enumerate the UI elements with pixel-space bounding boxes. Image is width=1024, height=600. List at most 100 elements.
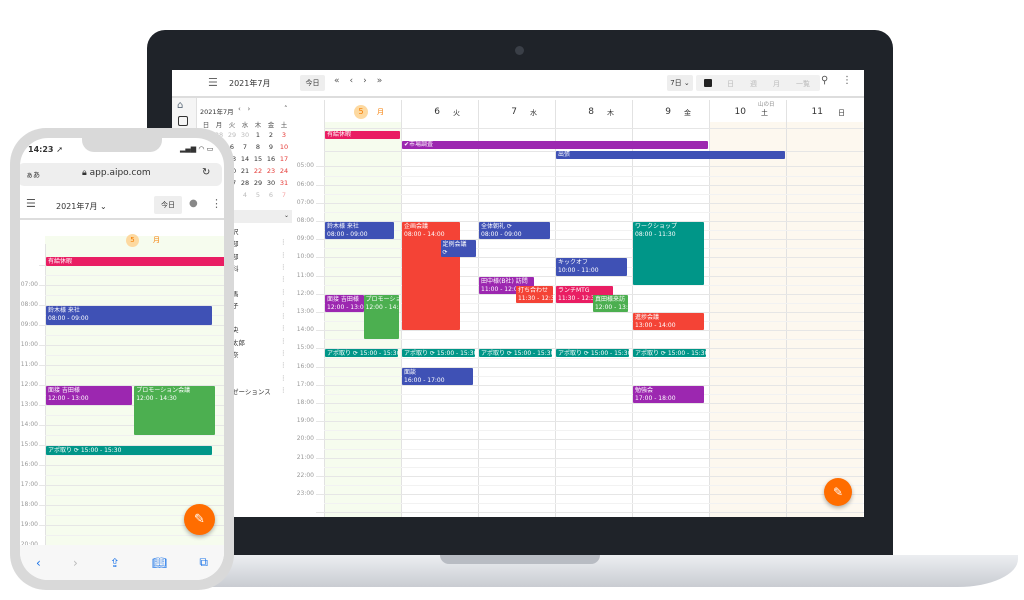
mini-calendar-day[interactable]: 28 xyxy=(240,179,250,187)
calendar-icon[interactable] xyxy=(178,116,188,126)
calendar-event[interactable]: 鈴木様 来社 08:00 - 09:00 xyxy=(325,222,395,240)
calendar-event[interactable]: アポ取り ⟳ 15:00 - 15:30 xyxy=(325,349,399,358)
new-event-button[interactable]: ✎ xyxy=(184,504,215,535)
calendar-event[interactable]: キックオフ 10:00 - 11:00 xyxy=(556,258,627,276)
mini-calendar-day[interactable]: 6 xyxy=(229,143,235,151)
next-week-button[interactable]: » xyxy=(376,76,383,86)
calendar-event[interactable]: アポ取り ⟳ 15:00 - 15:30 xyxy=(402,349,476,358)
today-badge[interactable]: 5 xyxy=(126,234,139,247)
mini-calendar-day[interactable]: 6 xyxy=(268,191,274,199)
allday-event[interactable]: ✔市場調査 xyxy=(402,141,708,149)
member-list-item[interactable]: 科 ⋮ xyxy=(232,263,292,274)
multi-view-icon[interactable] xyxy=(704,79,712,87)
mini-calendar-day[interactable]: 8 xyxy=(255,143,261,151)
reload-icon[interactable]: ↻ xyxy=(202,167,211,178)
mini-calendar-day[interactable]: 4 xyxy=(242,191,248,199)
new-event-button[interactable]: ✎ xyxy=(824,478,852,506)
mini-calendar-day[interactable]: 30 xyxy=(266,179,276,187)
calendar-event[interactable]: ワークショップ 08:00 - 11:30 xyxy=(633,222,704,285)
search-icon[interactable]: ⚲ xyxy=(821,75,829,86)
mini-calendar-day[interactable]: 21 xyxy=(240,167,250,175)
mini-calendar-day[interactable]: 14 xyxy=(240,155,250,163)
mini-calendar-day[interactable]: 31 xyxy=(279,179,289,187)
mini-calendar-day[interactable]: 29 xyxy=(253,179,263,187)
back-icon[interactable]: ‹ xyxy=(36,555,41,570)
calendar-event[interactable]: 進捗会議 13:00 - 14:00 xyxy=(633,313,704,331)
mini-calendar-day[interactable]: 9 xyxy=(268,143,274,151)
calendar-event[interactable]: 企画会議 08:00 - 14:00 xyxy=(402,222,460,331)
menu-icon[interactable]: ☰ xyxy=(26,197,36,210)
range-select[interactable]: 7日 ⌄ xyxy=(667,75,693,91)
today-button[interactable]: 今日 xyxy=(300,75,325,91)
mini-calendar-day[interactable]: 2 xyxy=(268,131,274,139)
calendar-event[interactable]: 鈴木様 来社 08:00 - 09:00 xyxy=(46,306,212,325)
forward-icon[interactable]: › xyxy=(72,555,78,570)
member-list-item[interactable]: 奈 ⋮ xyxy=(232,349,292,360)
mini-calendar-day[interactable]: 16 xyxy=(266,155,276,163)
mini-calendar-day[interactable]: 29 xyxy=(227,131,237,139)
calendar-event[interactable]: アポ取り ⟳ 15:00 - 15:30 xyxy=(46,446,212,455)
mini-calendar-day[interactable]: 24 xyxy=(279,167,289,175)
member-list-item[interactable]: ⋮ xyxy=(232,374,292,385)
mini-calendar-day[interactable]: 15 xyxy=(253,155,263,163)
day-header[interactable]: 10 土 xyxy=(709,102,786,120)
view-list[interactable]: 一覧 xyxy=(796,80,810,88)
calendar-event[interactable]: 定例会議 ⟳ xyxy=(440,240,476,258)
text-size-button[interactable]: ぁあ xyxy=(26,171,40,179)
member-list-item[interactable]: 部 ⋮ xyxy=(232,251,292,262)
menu-icon[interactable]: ☰ xyxy=(208,76,218,89)
month-title[interactable]: 2021年7月 ⌄ xyxy=(56,202,107,211)
calendar-event[interactable]: アポ取り ⟳ 15:00 - 15:30 xyxy=(556,349,630,358)
mini-calendar-day[interactable]: 7 xyxy=(242,143,248,151)
member-list-item[interactable]: 沢 xyxy=(232,226,292,237)
collapse-icon[interactable]: ˄ xyxy=(284,105,288,113)
member-list-item[interactable]: 馬 ⋮ xyxy=(232,288,292,299)
member-list-item[interactable]: 子 ⋮ xyxy=(232,300,292,311)
mini-calendar-day[interactable]: 3 xyxy=(281,131,287,139)
mini-calendar-day[interactable]: 5 xyxy=(255,191,261,199)
calendar-event[interactable]: アポ取り ⟳ 15:00 - 15:30 xyxy=(479,349,553,358)
user-icon[interactable]: ● xyxy=(189,198,198,209)
prev-day-button[interactable]: ‹ xyxy=(349,76,354,86)
url-bar[interactable]: ぁあ 🔒︎ app.aipo.com ↻ xyxy=(20,163,222,186)
view-day[interactable]: 日 xyxy=(727,80,734,88)
member-list-item[interactable]: 央 ⋮ xyxy=(232,324,292,335)
bookmarks-icon[interactable]: 📖︎ xyxy=(152,555,168,570)
calendar-event[interactable]: 勉強会 17:00 - 18:00 xyxy=(633,385,704,403)
mini-calendar-day[interactable]: 23 xyxy=(266,167,276,175)
share-icon[interactable]: ⇪ xyxy=(109,555,120,570)
view-month[interactable]: 月 xyxy=(773,80,780,88)
member-list-item[interactable]: ⋮ xyxy=(232,275,292,286)
mini-calendar-day[interactable]: 30 xyxy=(240,131,250,139)
more-icon[interactable]: ⋮ xyxy=(211,197,222,210)
mini-prev[interactable]: ‹ › xyxy=(238,105,251,113)
mini-calendar-day[interactable]: 10 xyxy=(279,143,289,151)
next-day-button[interactable]: › xyxy=(363,76,367,86)
member-list-item[interactable]: 部 ⋮ xyxy=(232,238,292,249)
mini-calendar-day[interactable]: 17 xyxy=(279,155,289,163)
calendar-event[interactable]: 全体朝礼 ⟳ 08:00 - 09:00 xyxy=(479,222,550,240)
mini-calendar-day[interactable]: 7 xyxy=(281,191,287,199)
calendar-event[interactable]: 面談 16:00 - 17:00 xyxy=(402,367,473,385)
prev-week-button[interactable]: « xyxy=(334,76,340,86)
home-icon[interactable]: ⌂ xyxy=(177,100,184,111)
mini-calendar-day[interactable]: 1 xyxy=(255,131,261,139)
calendar-event[interactable]: アポ取り ⟳ 15:00 - 15:30 xyxy=(633,349,707,358)
allday-event[interactable]: 有給休暇 xyxy=(46,257,224,266)
member-list-item[interactable]: ⋮ xyxy=(232,312,292,323)
allday-event[interactable]: 有給休暇 xyxy=(325,131,400,139)
more-icon[interactable]: ⋮ xyxy=(842,75,852,86)
day-header[interactable]: 11 日 山の日 xyxy=(758,102,863,120)
view-week[interactable]: 週 xyxy=(750,80,757,88)
